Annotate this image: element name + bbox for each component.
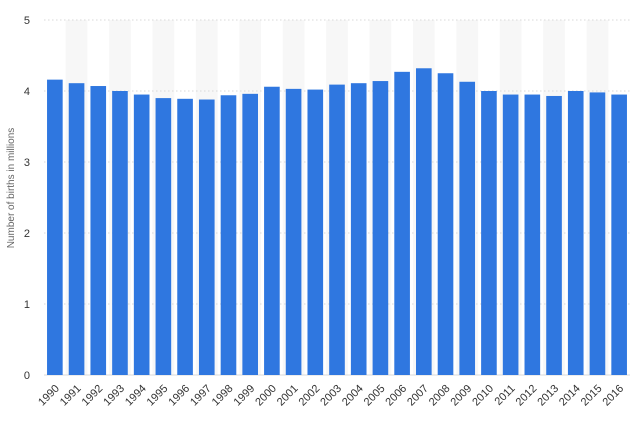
bar-2009[interactable] [459,81,476,376]
bar-1997[interactable] [198,99,215,376]
bars [47,68,627,376]
x-tick-label: 2002 [297,383,323,409]
y-tick-label: 5 [24,15,30,27]
x-tick-label: 1990 [36,383,62,409]
x-tick-label: 1994 [123,383,149,409]
x-tick-label: 1992 [80,383,106,409]
y-tick-label: 1 [24,299,30,311]
x-tick-label: 2005 [362,383,388,409]
bar-2014[interactable] [567,91,584,375]
x-tick-label: 1993 [101,383,127,409]
bar-1996[interactable] [177,98,193,375]
x-tick-label: 1998 [210,383,236,409]
x-tick-label: 1997 [188,383,214,409]
x-tick-label: 2009 [449,383,475,409]
bar-1994[interactable] [133,94,150,376]
x-tick-label: 2008 [427,383,453,409]
bar-1995[interactable] [155,98,172,375]
bar-2008[interactable] [437,73,454,375]
x-tick-label: 2012 [514,383,540,409]
y-tick-label: 4 [24,86,30,98]
x-tick-label: 2001 [275,383,301,409]
bar-2016[interactable] [611,94,627,376]
bar-2001[interactable] [285,88,302,376]
x-tick-label: 2011 [493,383,518,408]
bar-2015[interactable] [589,92,606,376]
bar-1990[interactable] [47,79,63,375]
bar-2007[interactable] [416,68,432,375]
x-tick-label: 2003 [318,383,344,409]
x-tick-label: 2016 [600,383,626,409]
bar-1991[interactable] [68,83,85,375]
bar-1993[interactable] [112,91,128,375]
x-tick-label: 2004 [340,383,366,409]
x-tick-label: 2010 [470,383,496,409]
y-tick-label: 2 [24,228,30,240]
bar-2011[interactable] [502,94,519,376]
x-tick-label: 2014 [557,383,583,409]
x-tick-label: 1991 [58,383,84,409]
x-axis-ticks: 1990199119921993199419951996199719981999… [36,383,626,409]
x-tick-label: 1999 [232,383,258,409]
x-tick-label: 2015 [579,383,605,409]
x-tick-label: 2006 [383,383,409,409]
bar-2003[interactable] [329,84,345,376]
bar-2006[interactable] [394,71,410,375]
bar-1999[interactable] [242,93,258,375]
y-axis-ticks: 0 1 2 3 4 5 [24,15,30,382]
bar-2000[interactable] [264,86,280,376]
x-tick-label: 2007 [405,383,431,409]
x-tick-label: 2013 [535,383,561,409]
bar-2010[interactable] [481,91,497,375]
bar-1992[interactable] [90,86,107,375]
bar-2005[interactable] [372,81,389,375]
bar-2012[interactable] [524,94,541,376]
y-tick-label: 0 [24,370,30,382]
x-tick-label: 1996 [166,383,192,409]
bar-2013[interactable] [546,95,562,375]
x-tick-label: 1995 [145,383,171,409]
x-tick-label: 2000 [253,383,279,409]
y-tick-label: 3 [24,157,30,169]
bar-2002[interactable] [307,89,324,375]
bar-1998[interactable] [220,95,237,375]
y-axis-title: Number of births in millions [6,128,17,249]
bar-2004[interactable] [350,83,367,375]
